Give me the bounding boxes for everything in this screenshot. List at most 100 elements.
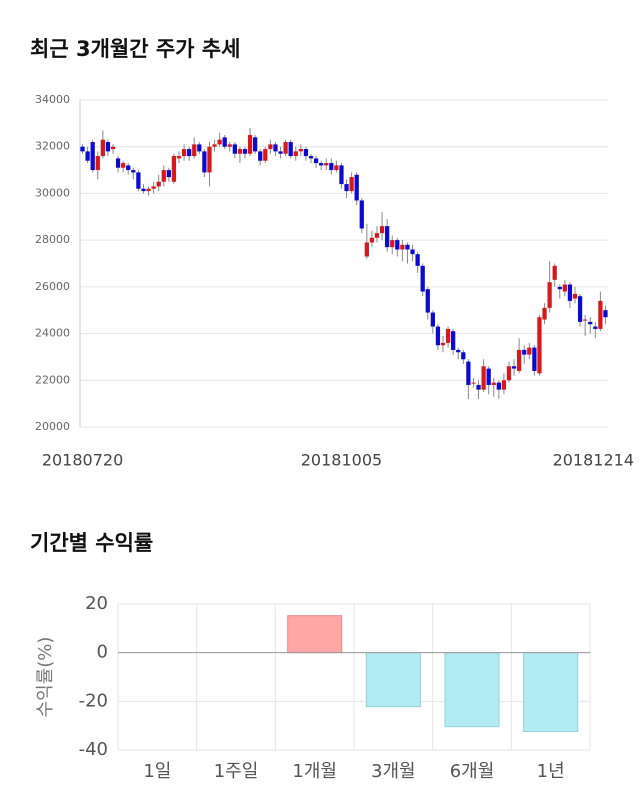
candle-body — [445, 328, 451, 343]
candle-body — [517, 349, 522, 371]
y-tick-label: 30000 — [35, 186, 70, 199]
y-tick-label: 20000 — [35, 420, 70, 433]
candle-body — [202, 151, 207, 173]
candle-body — [105, 142, 111, 152]
candle-body — [588, 321, 593, 325]
candle-body — [506, 366, 512, 381]
candle-body — [110, 146, 116, 150]
candle-body — [344, 184, 349, 192]
candle-body — [268, 144, 273, 150]
candle-body — [522, 349, 527, 355]
candle-body — [197, 144, 202, 152]
candle-body — [385, 226, 390, 248]
x-tick-label: 20181214 — [553, 451, 634, 470]
candle-body — [572, 293, 578, 299]
candle-body — [395, 240, 400, 250]
candle-body — [161, 170, 166, 182]
bar — [444, 652, 500, 728]
candle-body — [491, 382, 496, 385]
candle-body — [115, 158, 121, 168]
candle-body — [562, 284, 567, 292]
candle-body — [532, 347, 537, 371]
candle-body — [80, 146, 85, 152]
candle-body — [349, 177, 354, 192]
candle-body — [237, 149, 243, 154]
candle-body — [247, 135, 253, 154]
x-tick-label: 20180720 — [42, 451, 123, 470]
candle-body — [263, 149, 268, 161]
candle-body — [547, 282, 552, 308]
candle-body — [278, 151, 283, 154]
candle-body — [227, 144, 232, 147]
candle-body — [258, 151, 263, 161]
candle-body — [567, 284, 573, 301]
candle-body — [476, 384, 481, 390]
candle-body — [273, 144, 278, 152]
x-tick-label: 1개월 — [292, 761, 337, 782]
y-tick-label: 24000 — [35, 327, 70, 340]
candle-body — [207, 146, 212, 173]
chart-title: 기간별 수익률 — [30, 531, 153, 555]
x-tick-label: 3개월 — [371, 761, 416, 782]
candle-body — [308, 156, 314, 159]
candle-body — [126, 165, 131, 171]
y-tick-label: -20 — [79, 690, 108, 711]
candle-body — [511, 366, 517, 369]
bar — [287, 615, 343, 654]
candle-body — [456, 349, 461, 353]
candle-body — [192, 144, 197, 157]
y-tick-label: 28000 — [35, 233, 70, 246]
candle-body — [364, 242, 369, 257]
candle-body — [466, 361, 471, 385]
candle-body — [451, 331, 456, 350]
x-tick-label: 20181005 — [301, 451, 382, 470]
candle-body — [146, 188, 151, 192]
candle-body — [166, 170, 171, 178]
y-tick-label: 20 — [85, 593, 108, 614]
candle-body — [369, 237, 375, 243]
x-tick-label: 1년 — [537, 761, 565, 782]
x-tick-label: 1일 — [143, 761, 171, 782]
candle-body — [339, 165, 344, 185]
candle-body — [577, 296, 583, 322]
candle-body — [425, 289, 430, 313]
y-tick-label: 26000 — [35, 280, 70, 293]
chart-title: 최근 3개월간 주가 추세 — [30, 37, 240, 61]
candle-body — [374, 233, 380, 238]
candle-body — [486, 368, 491, 385]
candle-body — [471, 382, 476, 384]
candle-body — [324, 163, 329, 166]
candle-body — [319, 163, 324, 166]
candle-body — [415, 254, 420, 266]
candle-body — [334, 165, 339, 171]
candle-body — [552, 265, 557, 280]
candle-body — [151, 186, 156, 189]
candle-body — [557, 286, 562, 290]
candle-body — [410, 249, 415, 255]
y-tick-label: 32000 — [35, 140, 70, 153]
candle-body — [181, 149, 187, 157]
candle-body — [481, 366, 486, 390]
candle-body — [390, 240, 395, 248]
y-axis-label: 수익률(%) — [35, 637, 56, 718]
candle-body — [359, 200, 364, 229]
candle-body — [171, 156, 177, 182]
bar — [523, 652, 579, 733]
candle-body — [603, 310, 608, 318]
candle-body — [379, 226, 385, 234]
x-tick-label: 6개월 — [450, 761, 495, 782]
candle-body — [253, 137, 258, 152]
candle-body — [298, 149, 303, 152]
candle-body — [131, 170, 136, 173]
candle-body — [176, 156, 182, 159]
candle-body — [400, 244, 405, 250]
y-tick-label: 34000 — [35, 93, 70, 106]
candle-body — [232, 144, 237, 154]
candle-body — [303, 149, 309, 157]
candle-body — [461, 352, 466, 360]
candle-body — [288, 142, 293, 157]
candle-body — [283, 142, 288, 154]
candle-body — [141, 188, 146, 192]
candle-body — [121, 163, 126, 168]
candle-body — [95, 156, 100, 171]
